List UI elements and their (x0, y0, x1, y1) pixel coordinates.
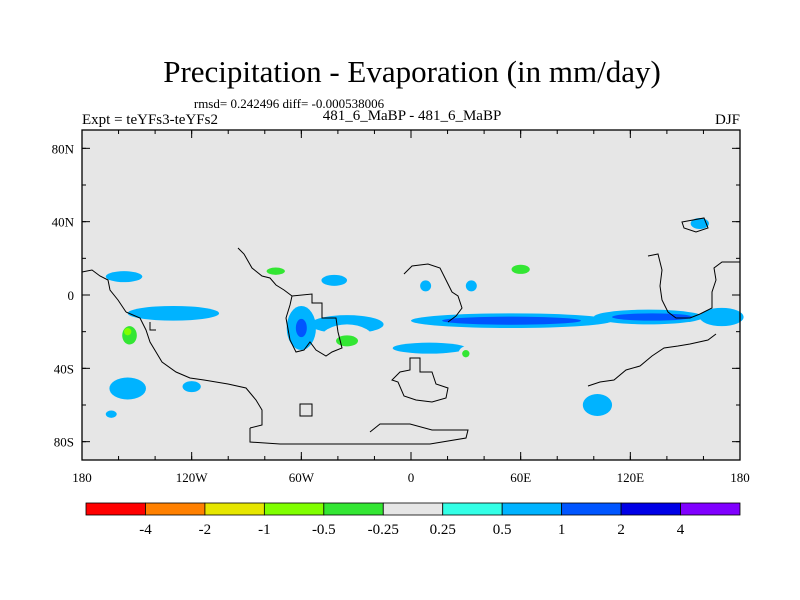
anomaly-region (336, 335, 358, 347)
x-tick-label: 120W (176, 470, 209, 485)
colorbar-label: 0.5 (493, 522, 512, 538)
colorbar-label: -1 (258, 522, 271, 538)
anomaly-region (182, 381, 201, 393)
colorbar-swatch (501, 502, 563, 516)
y-axis: 80N 40N 0 40S 80S (52, 141, 740, 450)
y-tick-label: 80S (54, 435, 74, 450)
anomaly-region (612, 313, 693, 321)
experiment-label: Expt = teYFs3-teYFs2 (82, 112, 218, 128)
colorbar-label: -4 (139, 522, 152, 538)
y-tick-label: 40S (54, 361, 74, 376)
anomaly-region (690, 234, 706, 246)
anomaly-region (266, 267, 285, 275)
anomaly-region (286, 405, 302, 416)
x-tick-label: 0 (408, 470, 415, 485)
y-tick-label: 0 (68, 288, 75, 303)
colorbar-label: 1 (558, 522, 566, 538)
colorbar-swatch (620, 502, 681, 516)
anomaly-region (690, 218, 709, 229)
colorbar-swatch (204, 502, 265, 516)
coastline-island-pacific (149, 322, 156, 331)
colorbar-swatch (561, 502, 622, 516)
colorbar-swatch (680, 502, 741, 516)
season-label: DJF (715, 112, 740, 128)
anomaly-region (462, 350, 470, 358)
anomaly-region (442, 316, 581, 325)
y-tick-label: 40N (52, 215, 75, 230)
colorbar-label: -0.5 (312, 522, 336, 538)
colorbar-label: 4 (677, 522, 685, 538)
colorbar-swatch (442, 502, 503, 516)
anomaly-region (127, 306, 220, 321)
colorbar-label: -2 (199, 522, 212, 538)
colorbar-legend: -4 -2 -1 -0.5 -0.25 0.25 0.5 1 2 4 (85, 502, 741, 538)
colorbar-swatch (145, 502, 206, 516)
colorbar-swatch (263, 502, 325, 516)
anomaly-region (498, 247, 543, 277)
coastline-north-america-west (81, 269, 127, 313)
coastline-falklands (299, 403, 313, 417)
colorbar-swatch (85, 502, 146, 516)
coastline-south-africa (391, 357, 449, 403)
coastline-australia (587, 333, 717, 387)
coastline-south-america (285, 293, 343, 357)
colorbar-swatch (382, 502, 444, 516)
anomaly-region (105, 410, 117, 418)
coastline-japan (681, 217, 709, 233)
anomaly-region (542, 232, 580, 248)
coastline-africa (403, 263, 463, 323)
map-background (82, 130, 740, 460)
colorbar-swatch (323, 502, 384, 516)
anomaly-region (465, 280, 477, 292)
x-tick-label: 180 (72, 470, 92, 485)
comparison-label: 481_6_MaBP - 481_6_MaBP (323, 108, 502, 124)
anomaly-region (699, 307, 744, 327)
map-plot-area (81, 129, 744, 461)
x-tick-label: 60W (289, 470, 315, 485)
anomaly-region (420, 280, 432, 292)
anomaly-region (447, 271, 459, 283)
anomaly-region (237, 318, 274, 338)
coastline-antarctic-margin (249, 423, 469, 445)
chart-title: Precipitation - Evaporation (in mm/day) (163, 54, 661, 89)
anomaly-region (511, 264, 530, 274)
x-tick-label: 180 (730, 470, 750, 485)
stats-label: rmsd= 0.242496 diff= -0.000538006 (194, 96, 385, 111)
colorbar-label: 2 (617, 522, 625, 538)
anomaly-region (392, 342, 466, 354)
y-tick-label: 80N (52, 141, 75, 156)
anomaly-region (124, 328, 132, 336)
anomaly-region (418, 243, 441, 255)
anomaly-region (105, 271, 143, 283)
colorbar-label: 0.25 (430, 522, 456, 538)
anomaly-region (295, 318, 307, 338)
anomaly-region (321, 274, 348, 286)
coastlines (81, 217, 740, 445)
coastline-asia-east (647, 253, 740, 319)
x-axis: 180 120W 60W 0 60E 120E 180 (72, 130, 750, 485)
x-tick-label: 60E (510, 470, 531, 485)
anomaly-region (169, 335, 207, 354)
coastline-central-america (237, 247, 293, 297)
colorbar-label: -0.25 (368, 522, 399, 538)
x-tick-label: 120E (617, 470, 645, 485)
anomaly-region (209, 271, 240, 283)
anomaly-region (582, 394, 613, 416)
coastline-andes (125, 311, 263, 429)
anomaly-region (312, 285, 338, 297)
anomaly-region (109, 377, 146, 400)
